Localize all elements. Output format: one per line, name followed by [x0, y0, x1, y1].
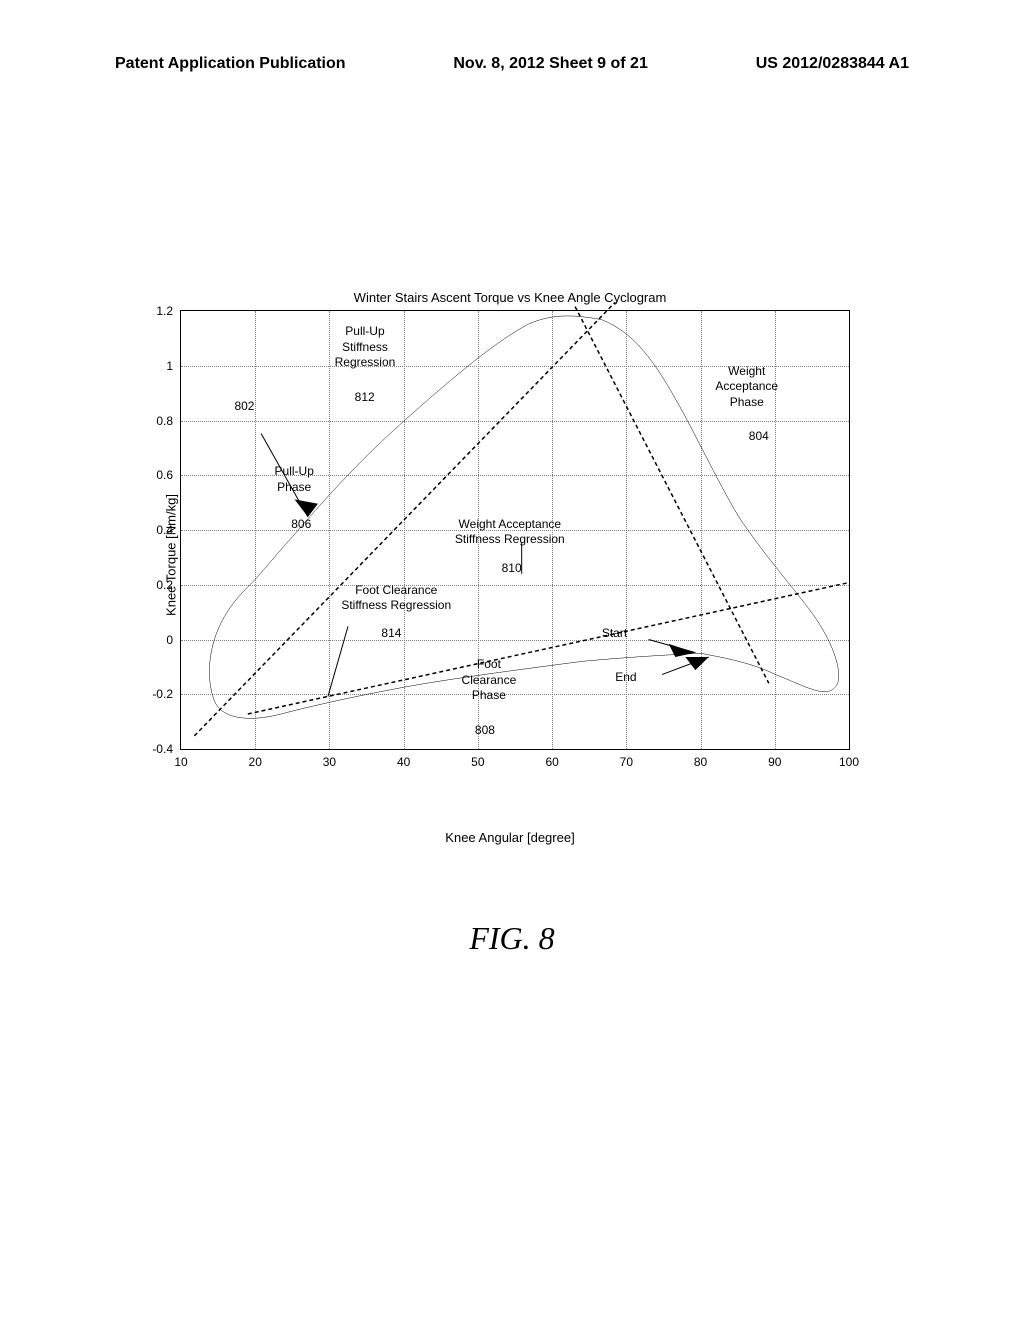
- y-tick: 1: [166, 359, 181, 373]
- y-tick: 0.8: [156, 414, 181, 428]
- weight-acceptance-phase-label: Weight Acceptance Phase: [715, 364, 778, 411]
- x-tick: 10: [174, 749, 187, 769]
- ref-812: 812: [355, 390, 375, 406]
- page-header: Patent Application Publication Nov. 8, 2…: [0, 55, 1024, 73]
- x-tick: 50: [471, 749, 484, 769]
- x-tick: 100: [839, 749, 859, 769]
- chart-title: Winter Stairs Ascent Torque vs Knee Angl…: [354, 290, 667, 305]
- y-tick: 0.4: [156, 523, 181, 537]
- x-tick: 60: [545, 749, 558, 769]
- ref-810: 810: [502, 561, 522, 577]
- x-tick: 80: [694, 749, 707, 769]
- x-axis-label: Knee Angular [degree]: [445, 830, 574, 845]
- x-tick: 30: [323, 749, 336, 769]
- x-tick: 70: [620, 749, 633, 769]
- foot-clearance-regression-label: Foot Clearance Stiffness Regression: [341, 583, 451, 614]
- ref-808: 808: [475, 723, 495, 739]
- ref-814: 814: [381, 626, 401, 642]
- start-label: Start: [602, 626, 627, 642]
- header-left: Patent Application Publication: [115, 55, 346, 73]
- ref-804: 804: [749, 429, 769, 445]
- y-tick: 0.2: [156, 578, 181, 592]
- y-axis-label: Knee Torque [Nm/kg]: [163, 494, 178, 616]
- y-tick: 0: [166, 633, 181, 647]
- figure-caption: FIG. 8: [0, 920, 1024, 957]
- y-tick: 1.2: [156, 304, 181, 318]
- x-tick: 40: [397, 749, 410, 769]
- chart-container: Winter Stairs Ascent Torque vs Knee Angl…: [135, 310, 885, 800]
- x-tick: 90: [768, 749, 781, 769]
- foot-clearance-phase-label: Foot Clearance Phase: [462, 657, 517, 704]
- y-tick: -0.2: [152, 687, 181, 701]
- foot-clearance-regression-line: [248, 583, 849, 714]
- end-label: End: [615, 670, 636, 686]
- y-tick: 0.6: [156, 468, 181, 482]
- pull-up-phase-label: Pull-Up Phase: [275, 464, 314, 495]
- x-tick: 20: [249, 749, 262, 769]
- ref-802: 802: [234, 399, 254, 415]
- header-right: US 2012/0283844 A1: [756, 55, 909, 73]
- ref-806: 806: [291, 517, 311, 533]
- plot-area: 1.2 1 0.8 0.6 0.4 0.2 0 -0.2 -0.4 10 20 …: [180, 310, 850, 750]
- pull-up-regression-label: Pull-Up Stiffness Regression: [335, 324, 396, 371]
- header-center: Nov. 8, 2012 Sheet 9 of 21: [453, 55, 647, 73]
- weight-acceptance-regression-label: Weight Acceptance Stiffness Regression: [455, 517, 565, 548]
